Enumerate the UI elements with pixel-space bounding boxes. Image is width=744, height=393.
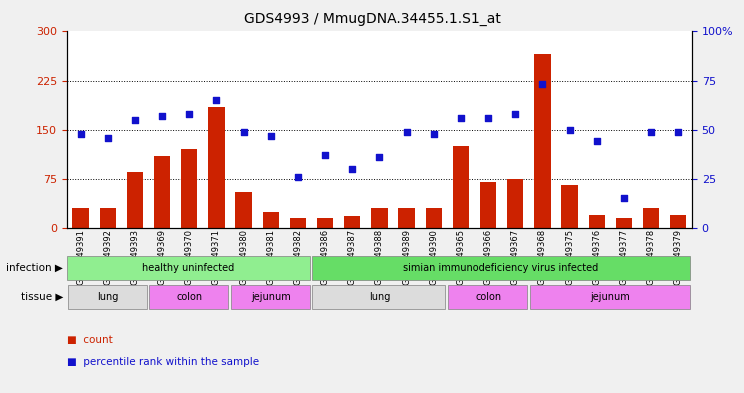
Bar <box>589 215 605 228</box>
Text: simian immunodeficiency virus infected: simian immunodeficiency virus infected <box>403 263 598 273</box>
Bar <box>312 255 690 280</box>
Bar <box>426 208 442 228</box>
Point <box>455 115 467 121</box>
Bar <box>67 255 310 280</box>
Point <box>156 113 168 119</box>
Bar <box>231 285 310 309</box>
Bar <box>154 156 170 228</box>
Text: lung: lung <box>97 292 118 302</box>
Text: lung: lung <box>369 292 390 302</box>
Point <box>645 129 657 135</box>
Bar <box>344 216 360 228</box>
Bar <box>149 285 228 309</box>
Bar <box>530 285 690 309</box>
Bar <box>399 208 414 228</box>
Point <box>346 166 358 172</box>
Bar <box>562 185 578 228</box>
Bar <box>68 285 147 309</box>
Text: colon: colon <box>176 292 202 302</box>
Bar <box>448 285 527 309</box>
Point <box>618 195 630 202</box>
Point <box>536 81 548 88</box>
Text: ■  percentile rank within the sample: ■ percentile rank within the sample <box>67 356 259 367</box>
Bar <box>643 208 659 228</box>
Bar <box>616 218 632 228</box>
Text: jejunum: jejunum <box>251 292 291 302</box>
Point <box>510 111 522 117</box>
Point <box>319 152 331 158</box>
Text: ■  count: ■ count <box>67 335 112 345</box>
Point <box>482 115 494 121</box>
Bar <box>371 208 388 228</box>
Point <box>428 130 440 137</box>
Bar <box>208 107 225 228</box>
Point <box>265 132 277 139</box>
Bar <box>235 192 251 228</box>
Point <box>102 134 114 141</box>
Point <box>74 130 86 137</box>
Bar <box>534 54 551 228</box>
Bar <box>289 218 306 228</box>
Point <box>401 129 413 135</box>
Text: tissue ▶: tissue ▶ <box>21 292 63 302</box>
Point <box>129 117 141 123</box>
Text: jejunum: jejunum <box>591 292 630 302</box>
Text: healthy uninfected: healthy uninfected <box>142 263 234 273</box>
Bar <box>263 211 279 228</box>
Text: GDS4993 / MmugDNA.34455.1.S1_at: GDS4993 / MmugDNA.34455.1.S1_at <box>243 12 501 26</box>
Bar <box>480 182 496 228</box>
Point <box>183 111 195 117</box>
Bar <box>453 146 469 228</box>
Bar <box>181 149 197 228</box>
Text: colon: colon <box>475 292 501 302</box>
Bar <box>317 218 333 228</box>
Point <box>564 127 576 133</box>
Bar <box>312 285 446 309</box>
Bar <box>126 172 143 228</box>
Text: infection ▶: infection ▶ <box>7 263 63 273</box>
Point <box>237 129 249 135</box>
Point <box>211 97 222 103</box>
Bar <box>72 208 89 228</box>
Point <box>292 174 304 180</box>
Point <box>673 129 684 135</box>
Point <box>591 138 603 145</box>
Point <box>373 154 385 160</box>
Bar <box>507 179 524 228</box>
Bar <box>100 208 116 228</box>
Bar <box>670 215 687 228</box>
